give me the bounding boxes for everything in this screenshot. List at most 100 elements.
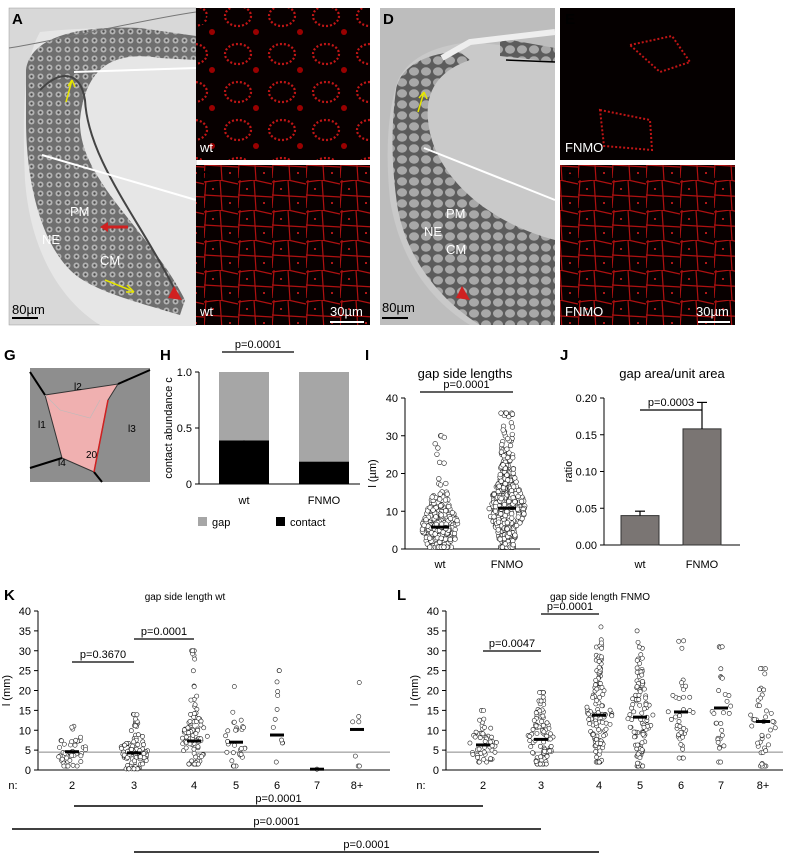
label-fnmo-f: FNMO [565,304,603,319]
k-point-2 [74,763,80,769]
i-point-FNMO [506,530,513,536]
l-point-8+ [748,712,754,718]
l-point-3 [530,727,536,732]
letter-a: A [12,11,23,28]
l-point-3 [527,738,533,743]
k-point-4 [190,668,196,674]
l-point-7 [721,710,726,716]
l-point-3 [537,761,543,767]
panel-g: l2 l1 l3 l4 20 [29,368,151,483]
l-point-5 [631,734,637,740]
k-point-3 [122,742,128,748]
l-point-8+ [757,703,762,709]
k-point-6 [272,716,278,722]
i-point-FNMO [492,508,499,514]
l-point-3 [544,733,550,739]
letter-l: L [397,587,406,604]
l-point-7 [719,675,725,681]
l-point-4 [607,721,613,727]
k-ytick-label: 40 [19,606,31,618]
l-point-3 [548,743,554,749]
k-point-4 [189,758,195,764]
l-point-2 [489,743,495,749]
l-point-3 [534,731,540,736]
k-point-6 [274,679,280,685]
l-point-4 [597,694,603,700]
k-point-5 [230,750,236,756]
l-point-4 [607,707,613,713]
label-cm-d: CM [446,242,466,257]
i-point-FNMO [515,493,521,500]
l-point-5 [641,686,647,692]
g-l4: l4 [58,458,66,469]
j-ytick-label: 0.15 [576,430,597,442]
k-ytick-label: 10 [19,725,31,737]
panel-b: wt [196,8,370,160]
h-legend-swatch-gap [198,517,207,526]
k-point-2 [78,734,83,740]
l-point-2 [477,717,482,723]
l-point-2 [481,749,487,755]
i-point-FNMO [504,446,510,452]
l-point-2 [488,756,493,762]
i-point-FNMO [491,514,497,520]
k-point-6 [275,693,281,699]
l-point-2 [481,756,487,762]
k-point-5 [232,742,237,748]
l-xtick-label: 6 [678,780,684,792]
h-bar-contact-wt [219,440,269,484]
l-point-6 [679,645,685,651]
l-point-4 [596,759,602,765]
l-point-6 [676,638,682,644]
l-point-4 [596,658,602,664]
k-point-3 [131,758,137,764]
l-point-8+ [759,732,765,738]
k-point-4 [192,702,198,708]
k-point-4 [188,697,194,703]
i-point-FNMO [501,501,508,508]
l-point-3 [542,748,547,754]
h-xtick-label: FNMO [308,495,341,507]
l-point-6 [673,714,678,720]
l-point-5 [634,665,640,671]
k-point-5 [231,763,237,769]
i-point-FNMO [509,515,515,521]
l-point-4 [593,682,598,688]
l-point-8+ [749,723,755,729]
l-point-3 [528,744,534,749]
i-point-wt [433,514,439,520]
i-point-FNMO [486,506,492,512]
l-point-6 [669,716,674,722]
panel-c: wt 30µm [196,165,370,325]
l-point-8+ [768,710,774,716]
k-point-3 [135,742,141,748]
l-point-4 [597,681,603,686]
i-point-wt [432,531,438,537]
k-point-6 [276,668,282,674]
l-point-4 [601,733,607,739]
l-point-5 [640,678,645,684]
l-point-8+ [758,695,763,701]
i-point-FNMO [496,519,502,525]
k-point-4 [185,725,191,731]
l-point-7 [728,703,734,709]
l-point-5 [637,689,643,695]
k-point-4 [190,648,196,654]
i-point-wt [423,517,429,523]
i-point-FNMO [499,544,506,550]
k-point-6 [279,737,284,743]
l-point-4 [590,695,596,700]
i-point-wt [444,491,450,497]
scale-c: 30µm [330,304,363,319]
l-point-6 [683,683,689,689]
l-point-8+ [758,666,763,672]
l-point-6 [681,694,686,700]
i-point-FNMO [505,436,511,442]
i-ytick-label: 0 [392,544,398,556]
k-point-5 [238,746,244,751]
l-point-4 [597,748,603,754]
h-legend-label-contact: contact [290,517,325,529]
k-point-4 [193,754,199,760]
